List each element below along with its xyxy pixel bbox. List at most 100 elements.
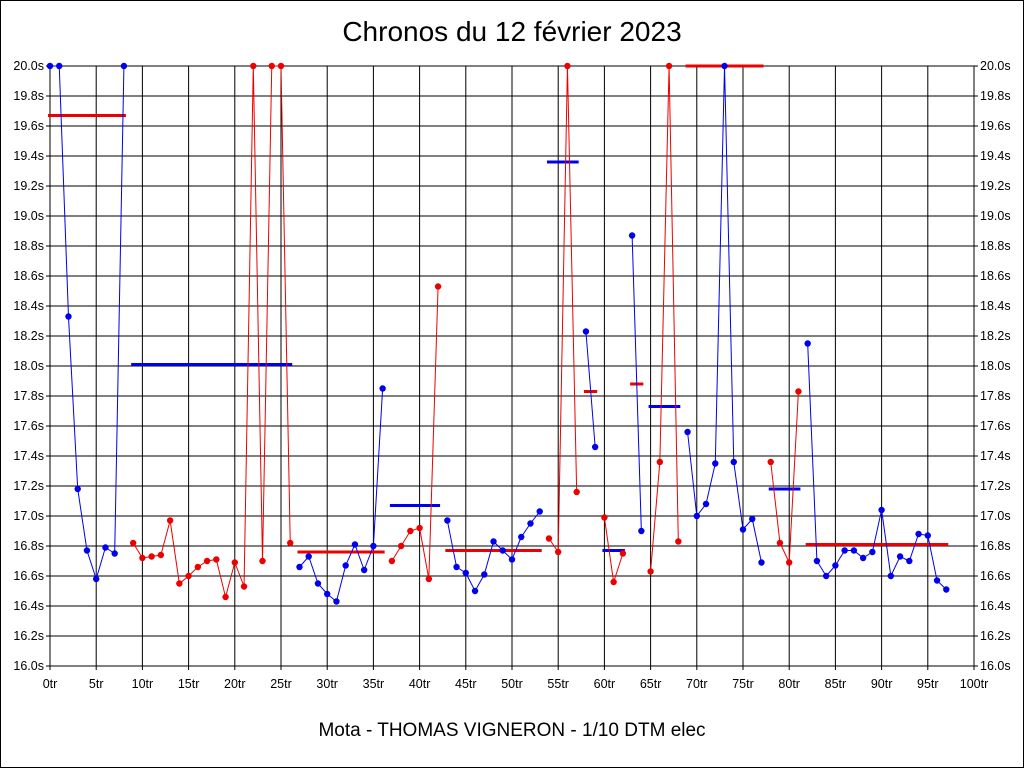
lap-point [665,62,673,70]
y-tick-label-right: 19.8s [980,89,1011,103]
lap-point [74,485,81,493]
lap-point [490,538,497,545]
y-tick-label-right: 18.8s [980,239,1011,253]
y-tick-label-left: 20.0s [13,59,44,73]
lap-series-line [585,331,596,448]
lap-point [933,577,941,584]
lap-series-line [50,65,125,581]
x-tick-label: 25tr [270,677,292,691]
lap-point [65,313,72,320]
chart-title: Chronos du 12 février 2023 [342,16,682,47]
y-tick-label-left: 19.4s [13,149,44,163]
lap-point [555,548,562,556]
lap-point [370,542,377,550]
lap-point [120,62,128,70]
y-tick-label-left: 18.0s [13,359,44,373]
y-tick-label-right: 16.6s [980,569,1011,583]
lap-point [582,328,590,335]
lap-point [259,557,266,565]
lap-point [527,520,534,527]
lap-point [822,572,830,580]
lap-point [250,62,257,70]
y-tick-label-left: 18.6s [13,269,44,283]
lap-series-line [391,286,439,580]
lap-point [287,539,294,547]
y-tick-label-left: 19.2s [13,179,44,193]
lap-point [508,556,516,563]
y-tick-label-right: 19.0s [980,209,1011,223]
lap-point [684,428,691,436]
lap-point [129,539,137,547]
lap-point [518,533,525,541]
y-tick-label-right: 16.8s [980,539,1011,553]
lap-point [869,548,876,556]
x-tick-label: 0tr [43,677,58,691]
y-tick-label-right: 17.0s [980,509,1011,523]
y-tick-label-left: 19.8s [13,89,44,103]
lap-point [573,488,580,496]
y-tick-label-left: 18.8s [13,239,44,253]
lap-point [314,580,322,587]
y-tick-label-right: 17.8s [980,389,1011,403]
x-tick-label: 10tr [132,677,154,691]
lap-point [462,569,469,577]
lap-point [915,530,922,538]
y-tick-label-right: 18.2s [980,329,1011,343]
y-tick-label-right: 18.6s [980,269,1011,283]
lap-point [619,550,627,557]
lap-series-line [687,65,762,563]
lap-point [776,539,784,547]
lap-point [536,508,543,515]
lap-point [601,514,608,521]
lap-point [379,385,386,392]
lap-point [943,586,950,593]
lap-point [656,458,664,466]
lap-point [416,524,423,532]
lap-point [268,62,275,70]
y-tick-label-right: 18.4s [980,299,1011,313]
lap-point [887,572,895,580]
lap-point [194,563,202,571]
lap-point [342,562,349,569]
y-tick-label-left: 16.0s [13,659,44,673]
lap-series-line [299,388,384,603]
y-tick-label-left: 17.2s [13,479,44,493]
y-tick-label-right: 17.4s [980,449,1011,463]
lap-point [813,557,821,565]
lap-point [591,443,599,451]
x-tick-label: 100tr [960,677,989,691]
x-tick-label: 50tr [501,677,523,691]
x-tick-label: 80tr [778,677,800,691]
lap-point [83,547,91,554]
y-tick-label-left: 16.8s [13,539,44,553]
x-tick-label: 60tr [594,677,616,691]
lap-point [832,562,839,569]
x-tick-label: 65tr [640,677,662,691]
y-tick-label-right: 16.2s [980,629,1011,643]
lap-point [545,535,553,542]
lap-point [351,541,359,548]
y-tick-label-right: 17.6s [980,419,1011,433]
lap-point [786,559,793,566]
x-tick-label: 40tr [409,677,431,691]
lap-point [481,571,488,578]
lap-point [767,458,774,466]
lap-series-line [770,391,799,563]
lap-series-line [548,65,578,554]
y-tick-label-left: 16.2s [13,629,44,643]
lap-point [111,550,118,557]
lap-point [471,587,479,595]
lap-point [850,547,858,554]
lap-point [324,590,331,598]
lap-point [157,551,165,559]
lap-point [610,578,617,586]
lap-point [277,62,285,70]
lap-point [434,283,442,290]
y-tick-label-right: 19.4s [980,149,1011,163]
lap-point [804,340,811,347]
lap-point [139,554,146,562]
lap-point [56,62,63,70]
lap-point [749,515,756,523]
lap-point [444,517,451,524]
lap-point [102,544,109,551]
